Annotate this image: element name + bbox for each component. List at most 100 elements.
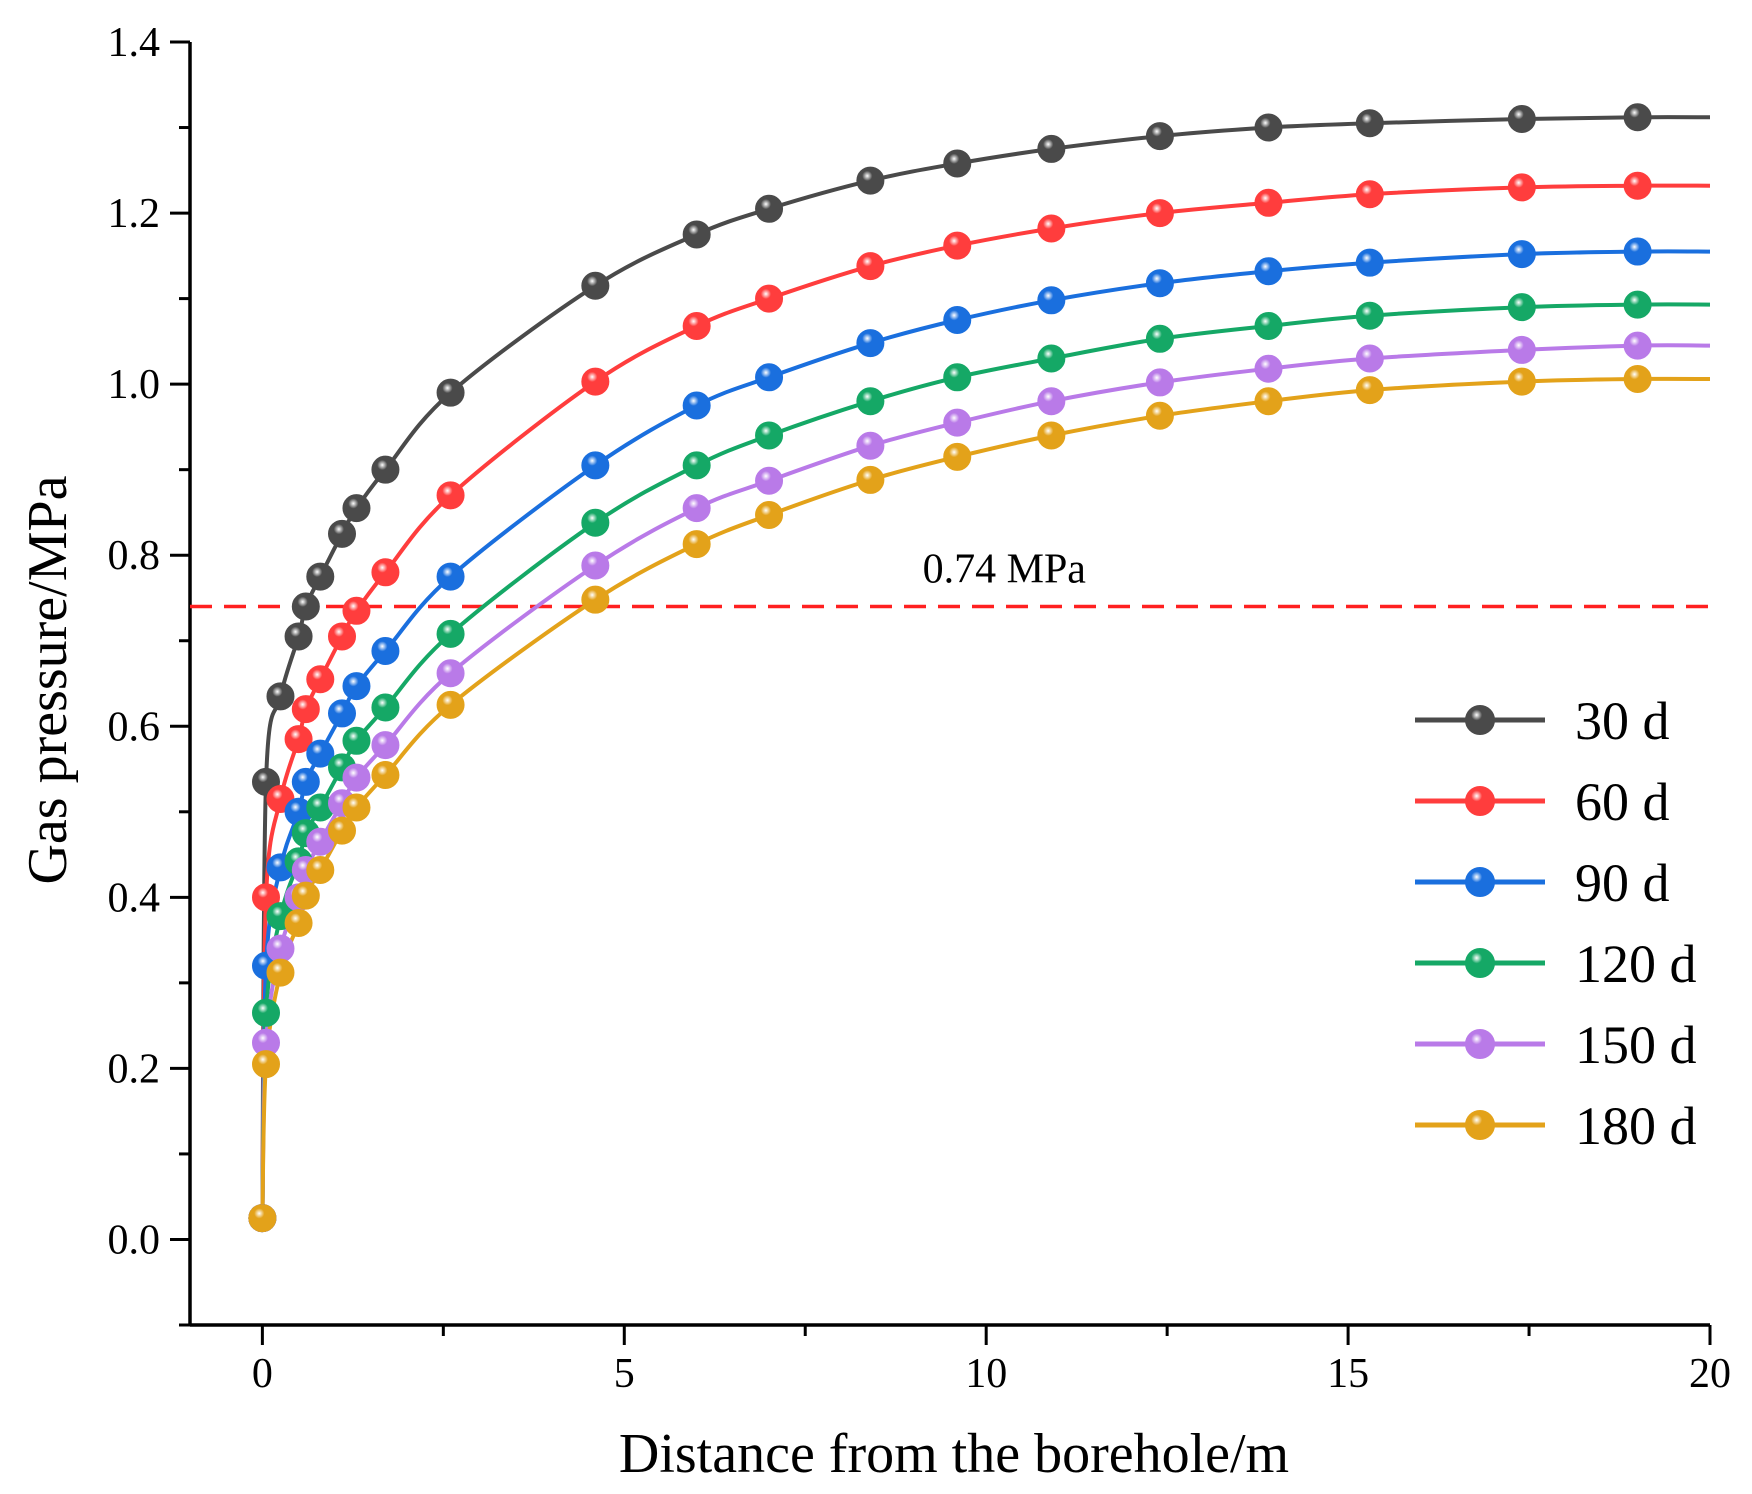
data-point-120d [371,693,400,722]
data-point-30d [1355,109,1384,138]
data-point-150d [1623,331,1652,360]
data-point-30d [581,271,610,300]
data-point-180d [682,530,711,559]
data-point-60d [1254,188,1283,217]
data-point-180d [252,1050,280,1079]
data-point-90d [1037,286,1066,315]
data-point-180d [266,958,295,987]
data-point-90d [943,305,972,334]
data-point-90d [371,636,400,665]
data-point-180d [371,761,400,790]
data-point-60d [436,481,465,510]
y-axis-title: Gas pressure/MPa [17,475,79,884]
data-point-30d [284,622,313,651]
y-tick-label: 0.4 [108,875,161,921]
series-line-120d [260,302,1711,1219]
data-point-90d [682,391,711,420]
data-point-60d [371,558,400,587]
data-point-30d [1037,134,1066,163]
data-point-60d [581,367,610,396]
data-point-180d [581,585,610,614]
x-tick-label: 5 [614,1351,635,1397]
data-point-60d [1037,214,1066,243]
data-point-90d [328,699,356,728]
data-point-180d [1355,376,1384,405]
data-point-150d [682,494,711,523]
data-point-180d [1623,365,1652,394]
data-point-30d [1254,113,1283,142]
x-tick-label: 15 [1327,1351,1369,1397]
data-point-60d [1623,171,1652,200]
data-point-180d [1037,421,1066,450]
legend-marker-180d [1465,1110,1495,1140]
data-point-30d [342,494,371,523]
x-tick-label: 20 [1689,1351,1731,1397]
data-point-150d [342,763,371,792]
data-point-120d [943,363,972,392]
data-point-150d [306,827,335,856]
data-point-90d [342,672,371,701]
legend-label-90d: 90 d [1575,853,1670,913]
data-point-180d [284,908,313,937]
data-point-60d [682,311,711,340]
data-point-150d [1145,368,1174,397]
data-point-60d [1355,180,1384,209]
data-point-180d [291,881,320,910]
y-tick-label: 0.6 [108,704,161,750]
series-line-150d [260,343,1711,1219]
data-point-90d [1254,257,1283,286]
data-point-90d [755,363,784,392]
series-line-60d [260,183,1711,1219]
data-point-60d [342,596,371,625]
data-point-60d [328,622,356,651]
data-point-90d [436,562,465,591]
data-point-60d [856,252,885,281]
data-point-150d [581,551,610,580]
data-point-30d [371,455,400,484]
data-point-30d [682,220,711,249]
data-point-30d [1507,104,1536,133]
data-point-180d [1145,401,1174,430]
data-point-90d [581,451,610,480]
data-point-60d [1507,173,1536,202]
data-point-90d [856,329,885,358]
data-point-90d [1145,269,1174,298]
y-tick-label: 1.0 [108,362,161,408]
data-point-120d [252,998,280,1027]
x-axis-title: Distance from the borehole/m [619,1423,1289,1485]
reference-line-label: 0.74 MPa [923,547,1087,593]
data-point-30d [856,166,885,195]
data-point-120d [1145,324,1174,353]
data-point-90d [1623,237,1652,266]
data-point-30d [328,519,356,548]
y-tick-label: 1.4 [108,20,161,66]
data-point-60d [291,695,320,724]
data-point-150d [371,731,400,760]
legend-label-30d: 30 d [1575,691,1670,751]
legend: 30 d 60 d 90 d 120 d 150 d 180 d [1415,691,1697,1156]
data-point-90d [1355,248,1384,277]
data-point-150d [943,408,972,437]
series-line-90d [260,249,1711,1219]
data-point-30d [306,562,335,591]
data-point-60d [306,665,335,694]
y-tick-label: 0.2 [108,1046,161,1092]
data-point-180d [1254,387,1283,416]
data-point-90d [291,767,320,796]
x-tick-label: 10 [965,1351,1007,1397]
legend-label-180d: 180 d [1575,1096,1697,1156]
legend-marker-60d [1465,786,1495,816]
legend-label-120d: 120 d [1575,934,1697,994]
legend-marker-90d [1465,867,1495,897]
y-tick-label: 1.2 [108,191,161,237]
data-point-30d [755,194,784,223]
data-point-150d [1254,354,1283,383]
legend-label-60d: 60 d [1575,772,1670,832]
x-tick-label: 0 [252,1351,273,1397]
data-point-120d [1037,344,1066,373]
data-point-180d [328,816,356,845]
data-point-120d [436,619,465,648]
data-point-150d [436,659,465,688]
data-point-180d [306,855,335,884]
